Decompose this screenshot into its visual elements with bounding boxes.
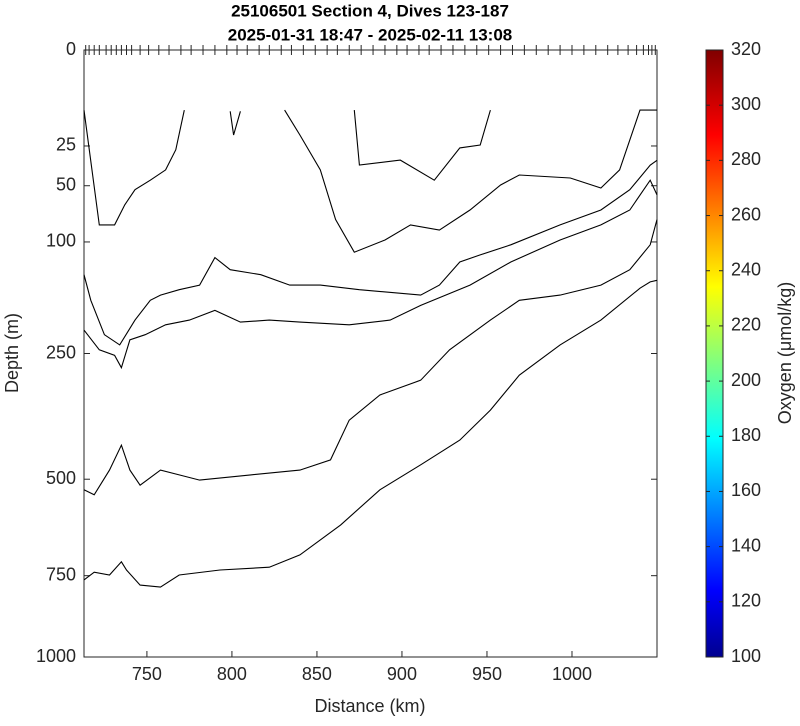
y-axis-label: Depth (m) xyxy=(2,313,22,393)
contour-line xyxy=(83,279,658,588)
y-tick-label: 250 xyxy=(46,342,76,362)
chart-title: 25106501 Section 4, Dives 123-187 xyxy=(231,1,509,20)
colorbar-tick-label: 220 xyxy=(731,315,761,335)
colorbar-tick-label: 120 xyxy=(731,591,761,611)
y-tick-label: 50 xyxy=(56,174,76,194)
colorbar-tick-label: 140 xyxy=(731,535,761,555)
x-tick-label: 950 xyxy=(472,664,502,684)
y-tick-label: 100 xyxy=(46,231,76,251)
y-tick-label: 500 xyxy=(46,468,76,488)
x-tick-label: 1000 xyxy=(552,664,592,684)
chart-subtitle: 2025-01-31 18:47 - 2025-02-11 13:08 xyxy=(228,25,513,44)
colorbar-tick-label: 180 xyxy=(731,425,761,445)
x-tick-label: 900 xyxy=(387,664,417,684)
y-tick-label: 0 xyxy=(66,39,76,59)
contour-line xyxy=(83,179,658,370)
plot-frame xyxy=(83,49,658,658)
colorbar-label: Oxygen (μmol/kg) xyxy=(775,282,795,424)
x-tick-label: 750 xyxy=(132,664,162,684)
colorbar-tick-label: 240 xyxy=(731,259,761,279)
contour-line xyxy=(83,109,185,226)
colorbar-tick-label: 100 xyxy=(731,646,761,666)
colorbar-tick-label: 300 xyxy=(731,94,761,114)
x-tick-label: 850 xyxy=(302,664,332,684)
contour-line xyxy=(83,219,658,496)
contour-line xyxy=(83,159,658,346)
colorbar xyxy=(705,49,724,658)
x-axis-label: Distance (km) xyxy=(314,696,425,716)
colorbar-tick-label: 200 xyxy=(731,370,761,390)
colorbar-tick-label: 260 xyxy=(731,204,761,224)
y-tick-label: 25 xyxy=(56,135,76,155)
colorbar-tick-label: 280 xyxy=(731,149,761,169)
contour-line xyxy=(353,109,491,181)
y-tick-label: 1000 xyxy=(36,646,76,666)
contour-line xyxy=(284,109,657,253)
y-tick-label: 750 xyxy=(46,564,76,584)
colorbar-tick-label: 160 xyxy=(731,480,761,500)
contour-line xyxy=(229,111,241,136)
colorbar-tick-label: 320 xyxy=(731,39,761,59)
x-tick-label: 800 xyxy=(217,664,247,684)
